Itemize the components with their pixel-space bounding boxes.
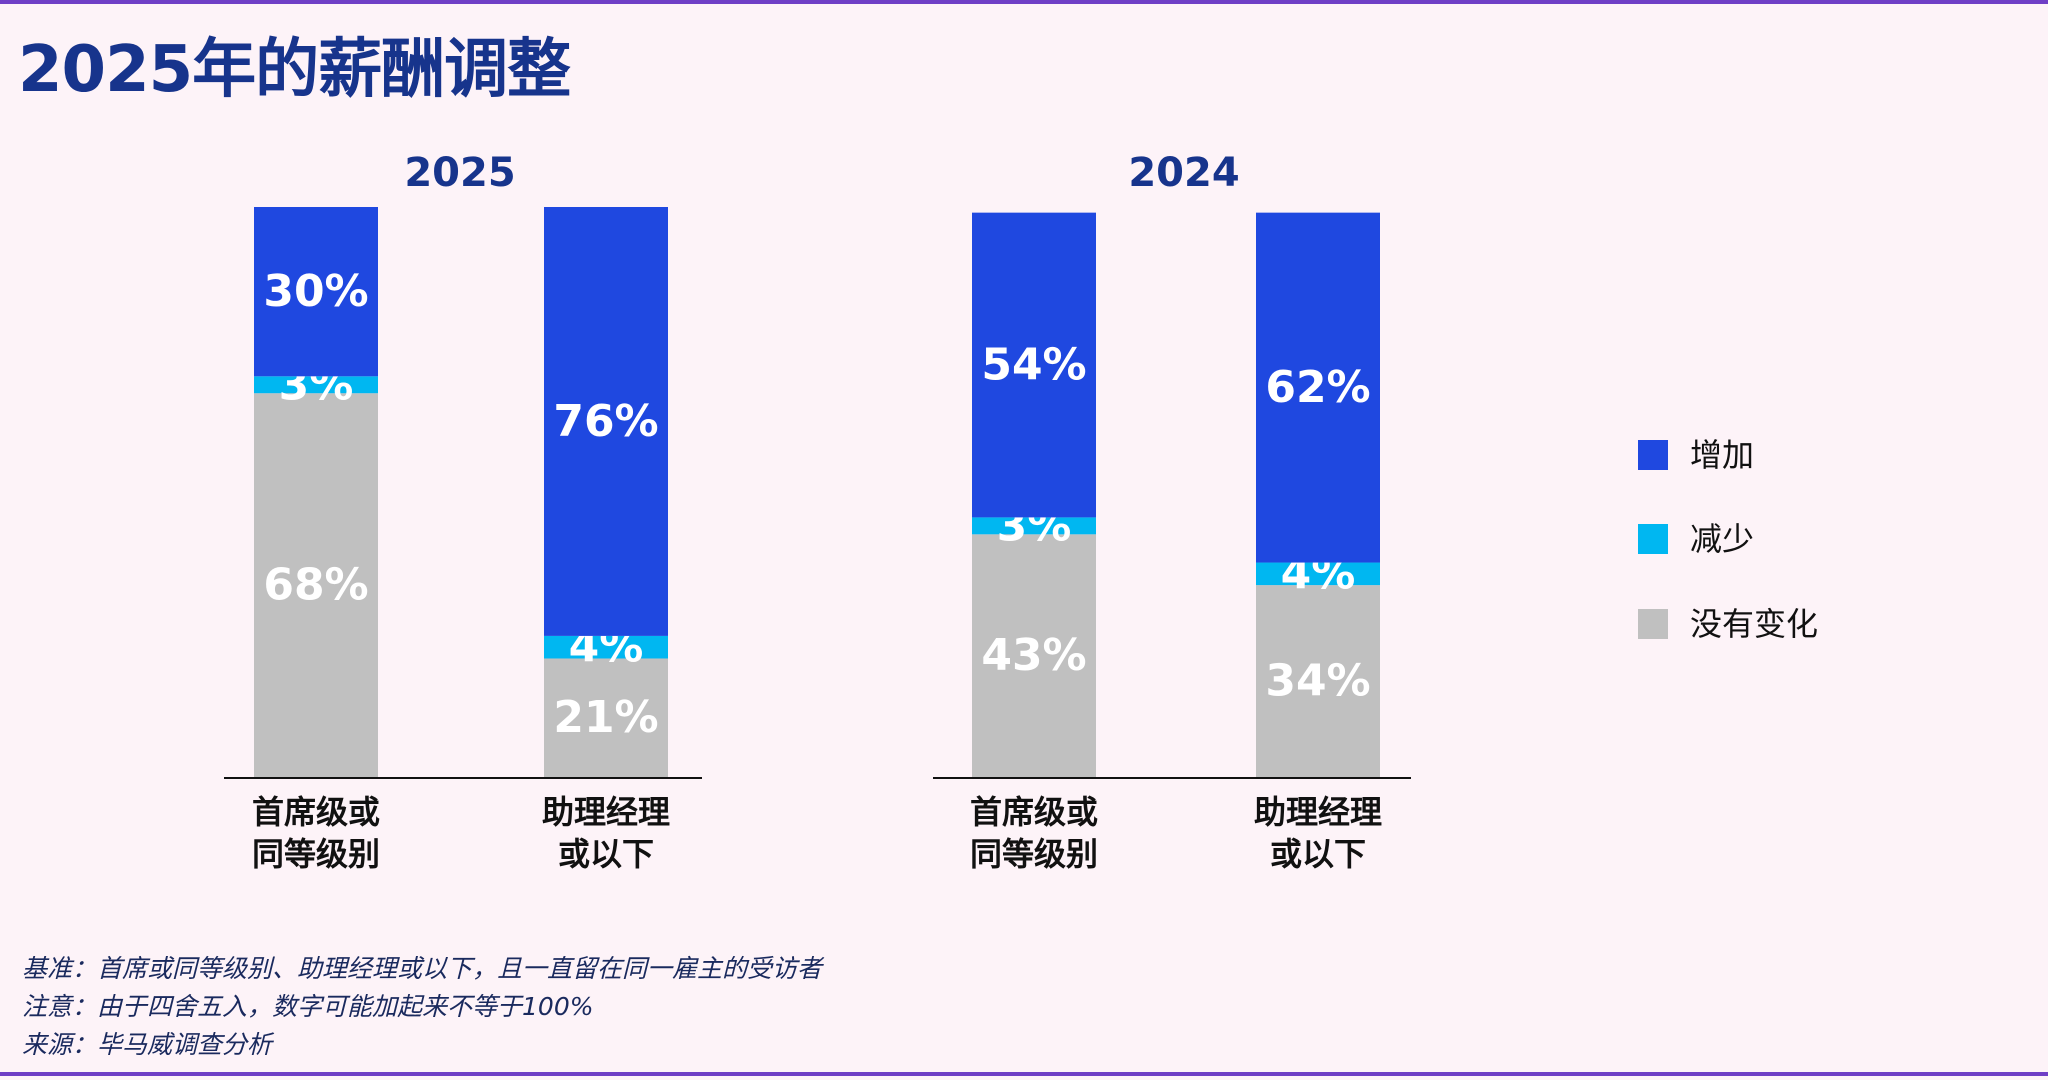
bar-segment-2024-0-没有变化	[972, 534, 1096, 777]
category-label-2024-0-line1: 同等级别	[970, 835, 1098, 873]
legend-swatch-没有变化	[1638, 609, 1668, 639]
category-label-2025-1-line1: 或以下	[558, 835, 654, 873]
bar-segment-2025-0-没有变化	[254, 393, 378, 777]
category-label-2024-0-line0: 首席级或	[970, 793, 1098, 831]
bar-segment-2025-1-增加	[544, 207, 668, 636]
footnotes: 基准：首席或同等级别、助理经理或以下，且一直留在同一雇主的受访者 注意：由于四舍…	[22, 950, 822, 1064]
data-label-2025-1-没有变化: 21%	[553, 692, 658, 743]
bar-segment-2024-1-增加	[1256, 212, 1380, 563]
bar-segment-2024-1-减少	[1256, 562, 1380, 586]
category-label-2024-1-line1: 或以下	[1270, 835, 1366, 873]
category-label-2025-0-line1: 同等级别	[252, 835, 380, 873]
legend-label-减少: 减少	[1690, 520, 1754, 558]
data-label-2025-0-没有变化: 68%	[263, 560, 368, 611]
bottom-frame-rule	[0, 1072, 2048, 1076]
data-label-2024-0-增加: 54%	[981, 340, 1086, 391]
top-frame-rule	[0, 0, 2048, 4]
group-title-2025: 2025	[404, 150, 515, 196]
footnote-note: 注意：由于四舍五入，数字可能加起来不等于100%	[22, 992, 594, 1021]
data-label-2024-1-增加: 62%	[1265, 362, 1370, 413]
legend-label-没有变化: 没有变化	[1690, 605, 1818, 643]
legend-swatch-减少	[1638, 524, 1668, 554]
page-title: 2025年的薪酬调整	[18, 33, 571, 107]
bar-segment-2025-0-增加	[254, 207, 378, 377]
bar-segment-2025-1-没有变化	[544, 658, 668, 777]
data-label-2025-1-增加: 76%	[553, 396, 658, 447]
data-label-2024-1-没有变化: 34%	[1265, 656, 1370, 707]
category-label-2025-0-line0: 首席级或	[252, 793, 380, 831]
footnote-source: 来源：毕马威调查分析	[22, 1030, 273, 1059]
category-label-2025-1-line0: 助理经理	[542, 793, 670, 831]
legend-swatch-增加	[1638, 440, 1668, 470]
data-label-2024-0-没有变化: 43%	[981, 630, 1086, 681]
category-label-2024-1-line0: 助理经理	[1254, 793, 1382, 831]
legend-label-增加: 增加	[1690, 436, 1754, 474]
bar-segment-2025-1-减少	[544, 635, 668, 659]
bar-segment-2024-0-增加	[972, 212, 1096, 518]
bar-segment-2025-0-减少	[254, 376, 378, 394]
bar-segment-2024-0-减少	[972, 517, 1096, 535]
group-title-2024: 2024	[1128, 150, 1239, 196]
bar-segment-2024-1-没有变化	[1256, 585, 1380, 777]
footnote-basis: 基准：首席或同等级别、助理经理或以下，且一直留在同一雇主的受访者	[22, 954, 823, 983]
data-label-2025-0-增加: 30%	[263, 266, 368, 317]
